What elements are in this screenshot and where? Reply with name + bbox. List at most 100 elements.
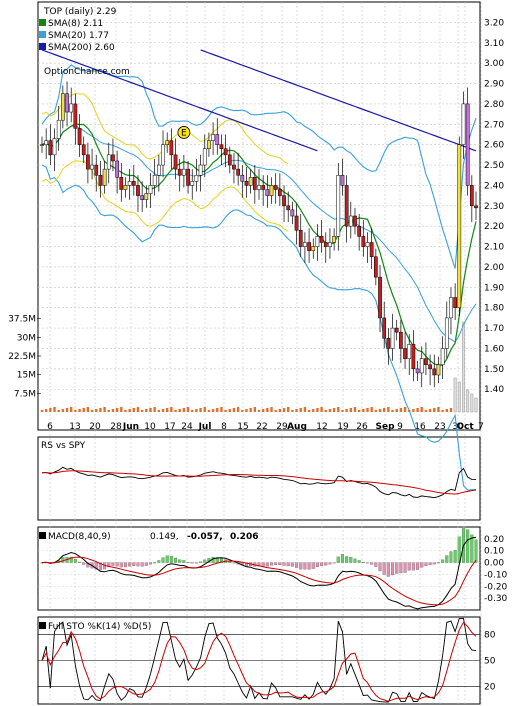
macd-bar — [136, 562, 140, 567]
volume-bar — [287, 407, 290, 412]
macd-value: 0.149, — [150, 532, 179, 542]
candle-body — [290, 209, 295, 217]
macd-title: MACD(8,40,9) — [48, 532, 111, 542]
date-tick-label-8: Jul — [198, 422, 212, 432]
macd-bar — [315, 562, 319, 567]
volume-bar — [95, 409, 98, 412]
price-tick-label-1: 3.10 — [484, 39, 504, 49]
candle-body — [81, 144, 86, 156]
price-tick-label-2: 3.00 — [484, 59, 504, 69]
price-tick-label-9: 2.30 — [484, 202, 504, 212]
price-tick-label-12: 2.00 — [484, 263, 504, 273]
price-tick-label-6: 2.60 — [484, 141, 504, 151]
volume-bar — [261, 409, 265, 412]
candle-body — [419, 358, 424, 374]
volume-bar — [357, 410, 361, 412]
macd-bar — [320, 562, 324, 566]
volume-bar — [349, 408, 353, 412]
date-tick-label-18: 9 — [397, 422, 403, 432]
volume-bar — [316, 408, 319, 412]
price-tick-label-0: 3.20 — [484, 18, 504, 28]
macd-bar — [132, 562, 136, 566]
candle-body — [111, 154, 115, 162]
volume-bar — [437, 407, 440, 412]
candle-body — [390, 327, 395, 349]
legend-label-1: SMA(20) 1.77 — [48, 31, 109, 41]
macd-bar — [203, 559, 207, 563]
candle-body — [44, 140, 49, 145]
candle-body — [144, 193, 149, 200]
volume-bar — [257, 410, 261, 412]
volume-bar — [249, 408, 252, 412]
volume-bar — [403, 407, 407, 412]
legend-swatch-2 — [39, 43, 46, 50]
macd-bar — [182, 560, 186, 563]
candle-body — [215, 134, 220, 145]
candle-body — [177, 168, 182, 176]
macd-bar — [416, 562, 420, 570]
candle-body — [323, 242, 328, 247]
volume-bar — [474, 397, 478, 413]
date-tick-label-21: 30 — [452, 422, 464, 432]
date-tick-label-11: 22 — [256, 422, 267, 432]
macd-bar — [299, 562, 303, 570]
volume-bar — [99, 408, 102, 412]
macd-bar — [82, 562, 86, 565]
macd-bar — [140, 562, 144, 567]
volume-bar — [186, 407, 190, 412]
candle-body — [415, 368, 420, 374]
macd-bar — [69, 556, 73, 563]
candle-body — [232, 164, 236, 170]
volume-bar — [466, 389, 470, 413]
macd-bar — [353, 558, 357, 563]
macd-bar — [128, 562, 132, 567]
candle-body — [227, 154, 232, 166]
date-tick-label-9: 8 — [221, 422, 227, 432]
macd-bar — [194, 562, 198, 564]
volume-bar — [136, 407, 140, 412]
macd-bar — [295, 562, 299, 568]
volume-bar — [303, 407, 307, 412]
macd-bar — [436, 562, 440, 564]
macd-bar — [86, 562, 90, 568]
volume-bar — [157, 410, 161, 412]
candle-body — [115, 160, 119, 178]
price-tick-label-3: 2.90 — [484, 80, 504, 90]
macd-bar — [290, 562, 294, 567]
volume-bar — [332, 408, 336, 412]
macd-bar — [411, 562, 415, 571]
sto-tick-label-2: 20 — [484, 683, 496, 693]
volume-bar — [216, 408, 219, 412]
macd-bar — [165, 555, 169, 563]
macd-bar — [157, 560, 161, 563]
date-tick-label-14: 12 — [316, 422, 327, 432]
date-tick-label-20: 23 — [434, 422, 445, 432]
volume-bar — [395, 409, 398, 412]
volume-bar — [291, 410, 294, 412]
candle-body — [332, 236, 336, 243]
volume-bar — [82, 408, 85, 412]
volume-bar — [453, 377, 457, 413]
volume-bar — [445, 409, 448, 412]
candle-body — [156, 164, 161, 176]
candle-body — [286, 205, 291, 211]
volume-bar — [199, 408, 202, 412]
legend-label-2: SMA(200) 2.60 — [48, 43, 115, 53]
candle-body — [182, 168, 186, 176]
volume-bar — [441, 410, 444, 412]
macd-bar — [378, 562, 382, 572]
macd-bar — [215, 557, 219, 563]
macd-bar — [161, 557, 165, 563]
volume-bar — [299, 408, 302, 412]
volume-bar — [191, 410, 194, 412]
volume-tick-label-0: 37.5M — [8, 315, 36, 325]
lower-band — [41, 164, 477, 491]
macd-bar — [324, 562, 328, 566]
volume-bar — [353, 407, 357, 412]
macd-bar — [366, 562, 370, 564]
sma200-line — [41, 49, 318, 152]
volume-bar — [120, 407, 123, 412]
candle-body — [340, 174, 345, 186]
macd-bar — [424, 562, 428, 567]
